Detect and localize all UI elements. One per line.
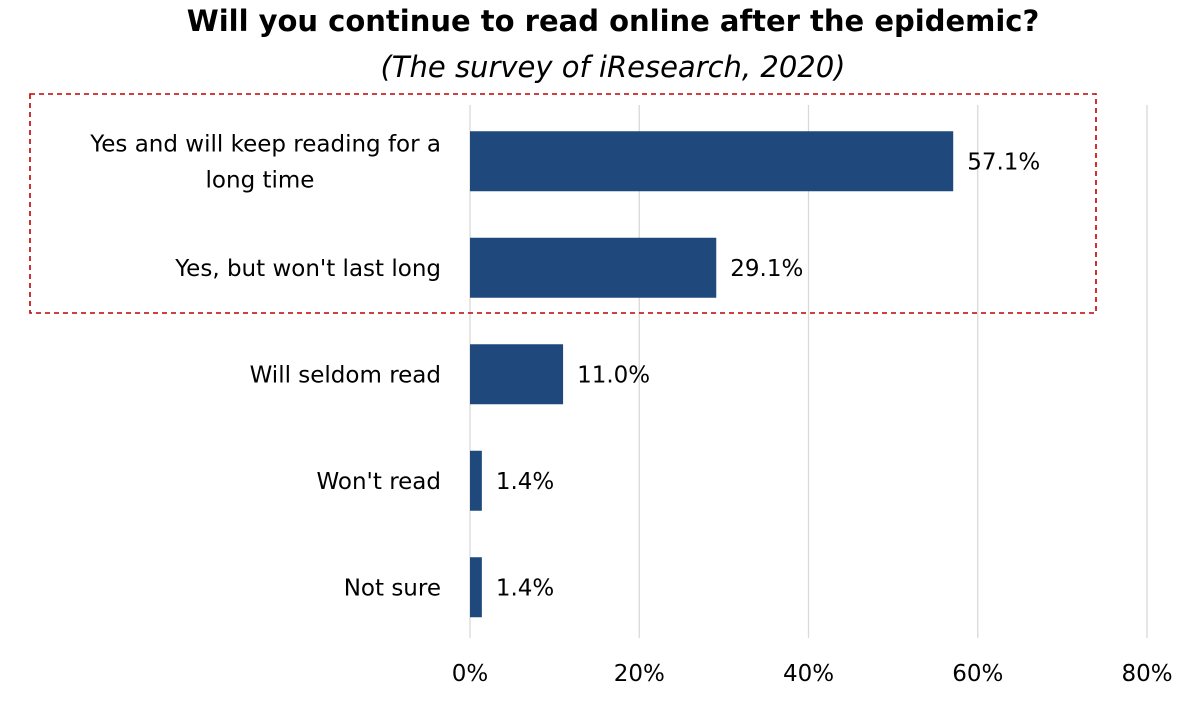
category-label: Not sure xyxy=(344,575,441,601)
chart-subtitle: (The survey of iResearch, 2020) xyxy=(380,50,846,84)
x-tick-label: 40% xyxy=(783,661,834,687)
bar xyxy=(470,131,954,192)
bar xyxy=(470,450,482,511)
bar xyxy=(470,557,482,618)
bar xyxy=(470,237,717,298)
data-label: 1.4% xyxy=(496,469,554,495)
category-label: Won't read xyxy=(317,469,442,495)
category-label: Will seldom read xyxy=(250,362,441,388)
data-label: 1.4% xyxy=(496,575,554,601)
chart-title: Will you continue to read online after t… xyxy=(186,4,1040,38)
bar xyxy=(470,344,564,405)
x-tick-label: 80% xyxy=(1121,661,1172,687)
x-tick-label: 20% xyxy=(614,661,665,687)
data-label: 11.0% xyxy=(577,362,650,388)
data-label: 29.1% xyxy=(730,256,803,282)
data-label: 57.1% xyxy=(967,149,1040,175)
x-tick-label: 0% xyxy=(452,661,489,687)
highlight-box xyxy=(29,93,1097,314)
category-label: Yes and will keep reading for a xyxy=(89,131,441,157)
x-tick-label: 60% xyxy=(952,661,1003,687)
category-label: Yes, but won't last long xyxy=(174,256,441,282)
category-label: long time xyxy=(206,167,315,193)
